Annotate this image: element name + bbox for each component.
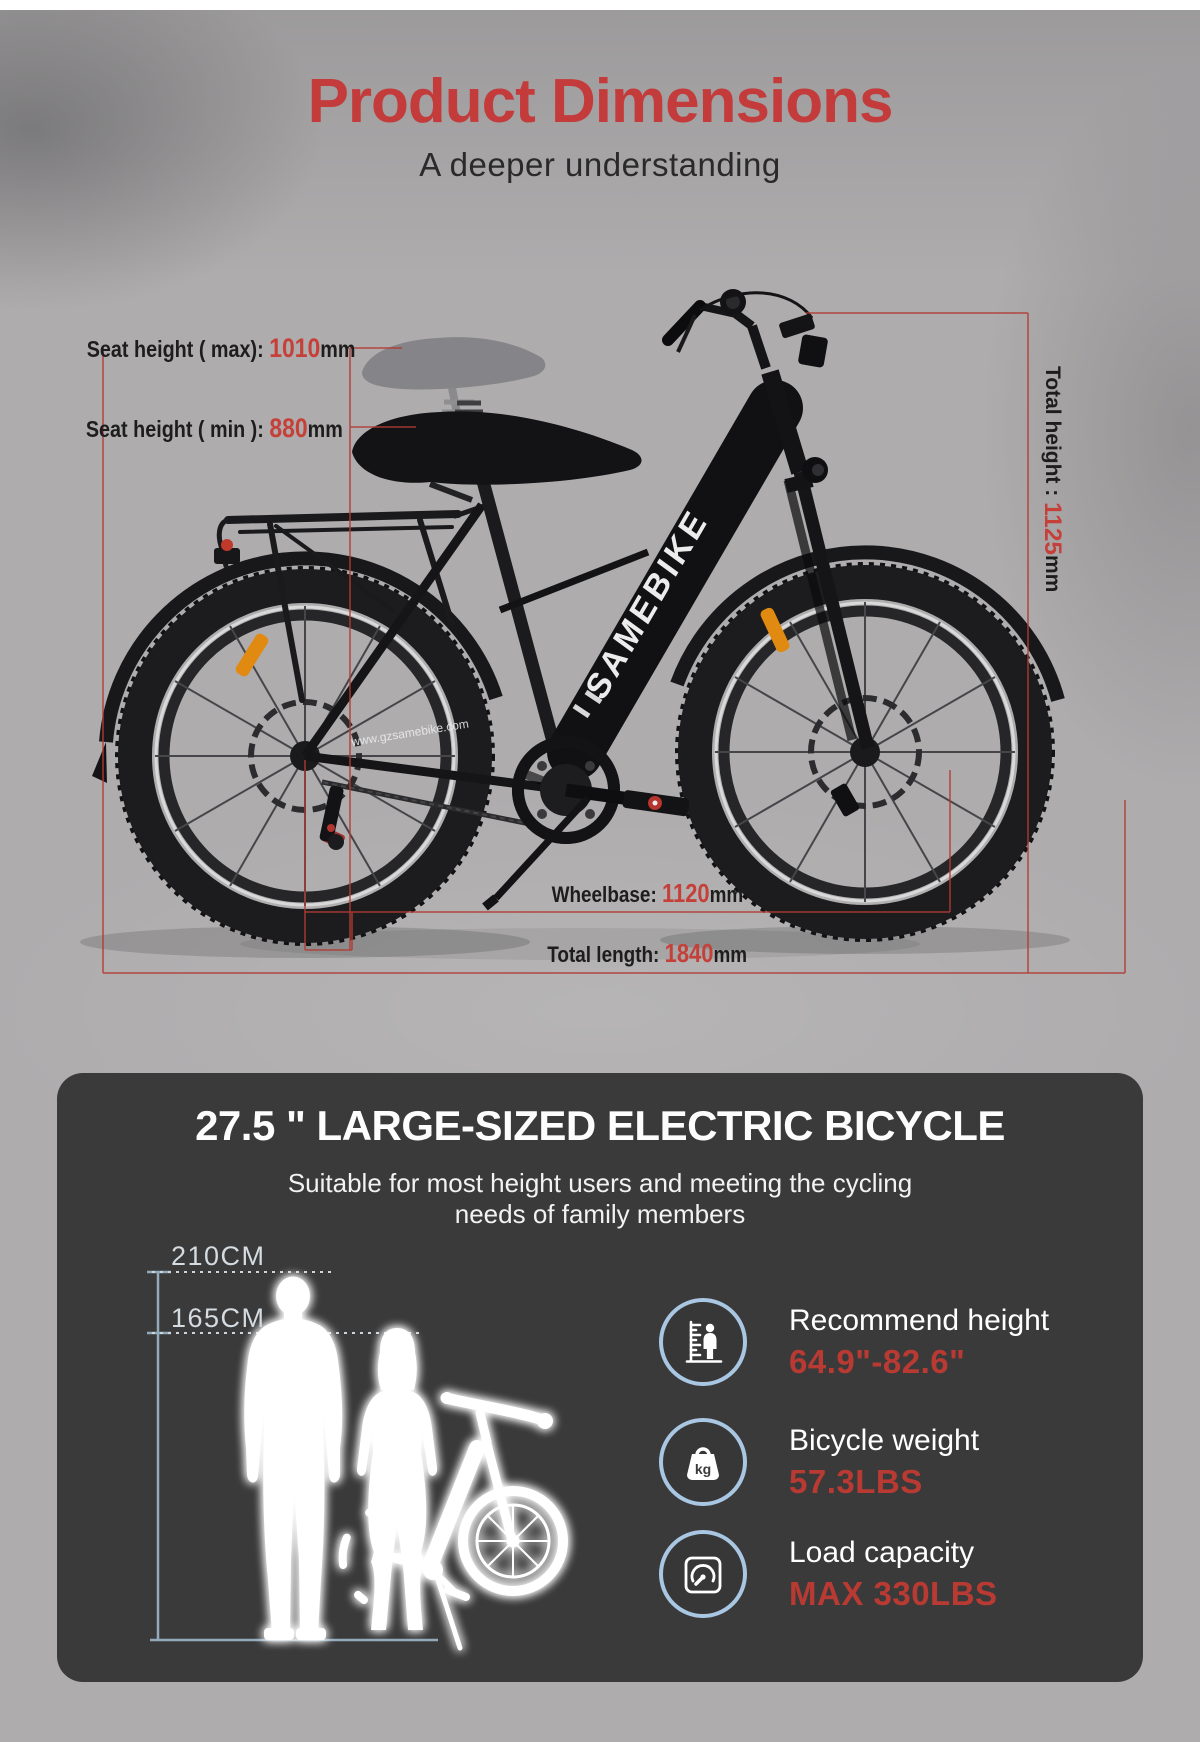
left-grip (662, 300, 706, 346)
rear-wheel (115, 566, 495, 946)
chainring-guard (512, 736, 620, 844)
url-decal: www.gzsamebike.com (349, 717, 469, 750)
info-panel (57, 1073, 1143, 1682)
ghost-saddle-max (362, 337, 546, 439)
chainring (512, 736, 620, 844)
down-tube (547, 380, 803, 780)
page-title: Product Dimensions (307, 67, 894, 136)
rear-fender (99, 551, 503, 743)
chain (321, 779, 541, 829)
total-length-label: Total length: 1840mm (547, 940, 747, 968)
total-height-label: Total height : 1125mm (1039, 366, 1066, 593)
top-white-strip (0, 0, 1200, 10)
front-brake-caliper (830, 783, 860, 817)
spec-row-load-capacity: Load capacity MAX 330LBS (659, 1530, 998, 1618)
rear-tail-light (221, 539, 233, 551)
seat-height-min-value: 880 (269, 413, 308, 443)
height-ruler-icon-circle (659, 1298, 747, 1386)
bike-photo: SAMEBIKE www.gzsamebike.com (80, 289, 1070, 960)
spec-row-bicycle-weight: kg Bicycle weight 57.3LBS (659, 1418, 979, 1506)
display-knob (720, 289, 746, 315)
head-tube (761, 369, 809, 475)
rear-orange-reflector (235, 633, 269, 677)
dimension-lines (102, 312, 1126, 974)
spec-label-load-capacity: Load capacity (789, 1535, 975, 1569)
panel-subtitle-line1: Suitable for most height users and meeti… (287, 1168, 913, 1198)
spec-value-recommend-height: 64.9"-82.6" (789, 1342, 966, 1380)
height-ruler-icon (685, 1320, 723, 1363)
spec-value-load-capacity: MAX 330LBS (789, 1574, 998, 1612)
speedometer-icon (684, 1556, 722, 1594)
saddle (352, 411, 642, 485)
front-orange-reflector (760, 607, 790, 653)
speedometer-icon-circle (659, 1530, 747, 1618)
saddle-rail (428, 481, 474, 503)
brake-cable (699, 291, 814, 319)
headlight (802, 457, 828, 483)
spec-label-recommend-height: Recommend height (789, 1303, 1050, 1337)
seat-height-max-value: 1010 (269, 333, 321, 363)
panel-title: 27.5 " LARGE-SIZED ELECTRIC BICYCLE (195, 1102, 1005, 1149)
kg-weight-icon-circle: kg (659, 1418, 747, 1506)
wheelbase-label: Wheelbase: 1120mm (551, 880, 743, 908)
total-length-value: 1840 (664, 940, 714, 968)
crank-arm (565, 783, 653, 809)
total-height-value: 1125 (1039, 502, 1066, 555)
frame (301, 369, 875, 795)
spec-label-bicycle-weight: Bicycle weight (789, 1423, 980, 1457)
handlebar (662, 289, 828, 370)
panel-subtitle-line2: needs of family members (454, 1199, 746, 1229)
seatstay (301, 502, 486, 759)
wheelbase-value: 1120 (661, 880, 710, 908)
rear-mudflap (92, 742, 107, 783)
kg-icon-text: kg (695, 1461, 711, 1477)
spec-value-bicycle-weight: 57.3LBS (789, 1462, 923, 1500)
rear-reflector-housing (214, 548, 240, 564)
seatpost-suspension (455, 400, 485, 472)
front-fork (793, 470, 875, 750)
rear-brake-disc (248, 699, 362, 813)
brand-decal: SAMEBIKE (579, 502, 716, 707)
seat-height-max-label: Seat height ( max): 1010mm (86, 333, 356, 363)
height-marker-210cm: 210CM (171, 1241, 266, 1271)
seat-height-min-label: Seat height ( min ): 880mm (86, 413, 343, 443)
spec-row-recommend-height: Recommend height 64.9"-82.6" (659, 1298, 1049, 1386)
pedal (622, 790, 690, 817)
brake-lever (676, 314, 697, 353)
front-brake-disc (808, 695, 922, 809)
height-marker-165cm: 165CM (171, 1303, 266, 1333)
front-fender (670, 545, 1065, 702)
rear-rack (216, 502, 490, 703)
seat-tube (473, 468, 573, 792)
chainstay (304, 751, 567, 795)
derailleur (319, 785, 344, 843)
kg-weight-icon: kg (687, 1447, 719, 1480)
page-subtitle: A deeper understanding (419, 146, 781, 183)
decal-stripes (572, 689, 603, 719)
support-tube (498, 548, 650, 614)
rear-brake-caliper (321, 827, 345, 849)
